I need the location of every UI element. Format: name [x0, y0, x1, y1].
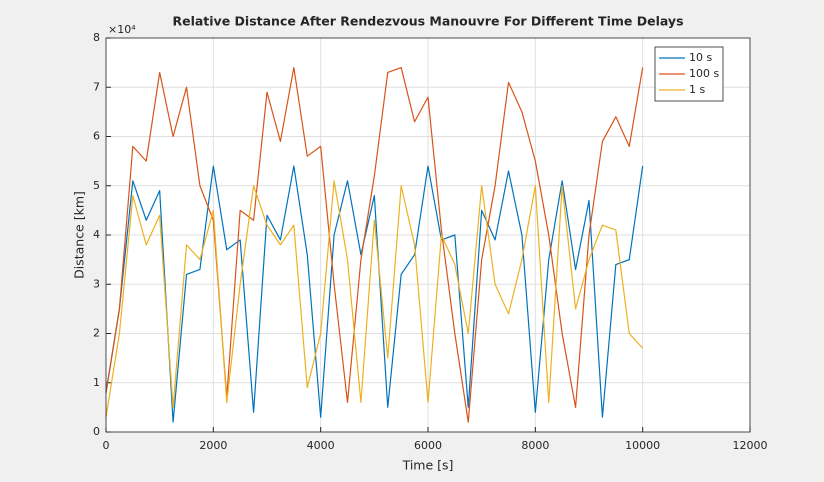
y-tick-label: 7 — [93, 80, 100, 93]
x-tick-label: 0 — [103, 439, 110, 452]
legend: 10 s 100 s 1 s — [654, 46, 724, 102]
x-axis-label: Time [s] — [402, 458, 454, 473]
chart-title: Relative Distance After Rendezvous Manou… — [172, 14, 683, 29]
y-tick-label: 5 — [93, 179, 100, 192]
y-tick-label: 4 — [93, 228, 100, 241]
y-tick-label: 6 — [93, 130, 100, 143]
x-tick-label: 10000 — [625, 439, 660, 452]
x-tick-label: 6000 — [414, 439, 442, 452]
legend-label: 1 s — [689, 83, 705, 96]
y-tick-label: 3 — [93, 277, 100, 290]
legend-label: 100 s — [689, 67, 719, 80]
series-line — [105, 66, 644, 423]
y-tick-label: 1 — [93, 376, 100, 389]
y-axis-label: Distance [km] — [72, 191, 87, 279]
series-line — [105, 165, 644, 423]
x-tick-label: 2000 — [199, 439, 227, 452]
y-multiplier: ×10⁴ — [108, 23, 136, 36]
y-tick-label: 8 — [93, 31, 100, 44]
legend-label: 10 s — [689, 51, 712, 64]
y-tick-label: 2 — [93, 327, 100, 340]
x-tick-label: 12000 — [733, 439, 768, 452]
series-line — [105, 180, 644, 418]
y-tick-label: 0 — [93, 425, 100, 438]
x-tick-label: 8000 — [521, 439, 549, 452]
axes-box — [105, 37, 751, 433]
x-tick-label: 4000 — [307, 439, 335, 452]
